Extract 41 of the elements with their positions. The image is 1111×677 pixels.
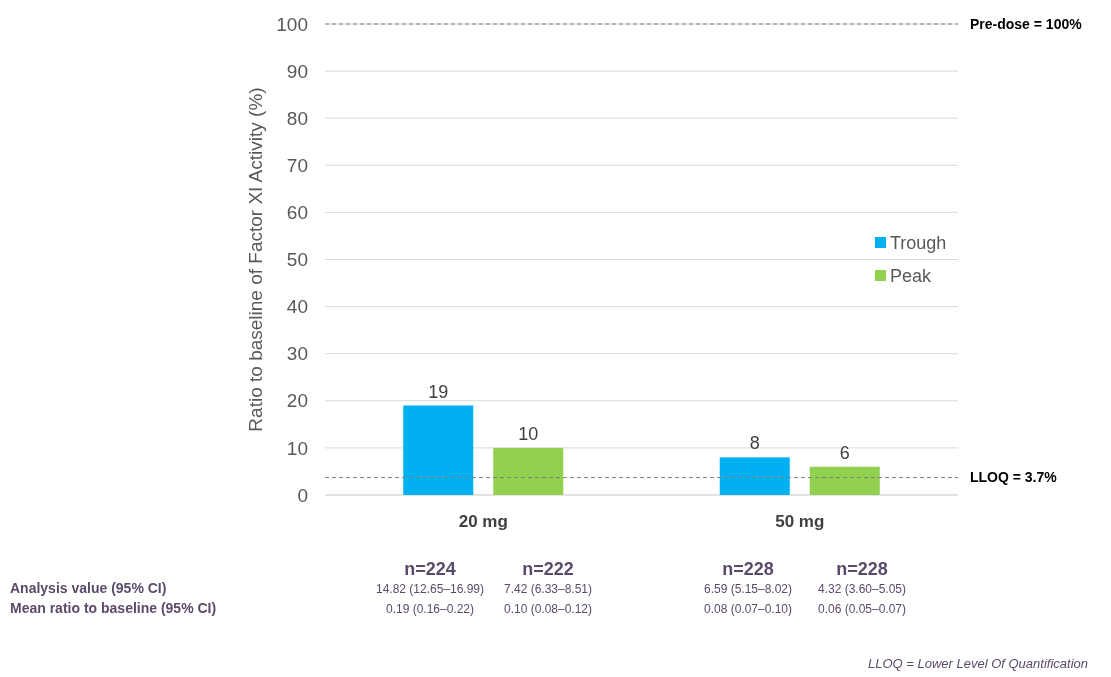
y-tick-label: 80 [286, 107, 308, 129]
data-label: 10 [518, 423, 539, 444]
text: 4.32 (3.60–5.05) [817, 582, 907, 596]
bar [809, 466, 880, 495]
text: n=222 [522, 559, 574, 579]
y-tick-label: 30 [286, 343, 308, 365]
text: LLOQ = Lower Level Of Quantification [867, 656, 1088, 671]
text: Analysis value (95% CI) [10, 580, 167, 596]
legend-label: Trough [890, 233, 947, 254]
ref-line-label: LLOQ = 3.7% [970, 469, 1058, 486]
y-axis-title: Ratio to baseline of Factor XI Activity (%) [245, 87, 266, 432]
text: Mean ratio to baseline (95% CI) [10, 600, 217, 616]
ref-line-label: Pre-dose = 100% [970, 15, 1083, 32]
bar [719, 457, 790, 495]
text: 14.82 (12.65–16.99) [375, 582, 485, 596]
y-tick-label: 100 [276, 13, 308, 35]
y-tick-label: 40 [286, 296, 308, 318]
data-label: 6 [839, 442, 850, 463]
data-label: 19 [428, 381, 449, 402]
legend-label: Peak [890, 266, 933, 287]
y-tick-label: 90 [286, 60, 308, 82]
text: 7.42 (6.33–8.51) [503, 582, 593, 596]
text: 0.10 (0.08–0.12) [503, 602, 593, 616]
data-label: 8 [749, 433, 760, 454]
x-tick-label: 50 mg [775, 512, 825, 531]
y-tick-label: 0 [297, 484, 308, 506]
text: n=228 [836, 559, 888, 579]
y-tick-label: 20 [286, 390, 308, 412]
text: n=224 [404, 559, 456, 579]
text: 0.06 (0.05–0.07) [817, 602, 907, 616]
y-tick-label: 60 [286, 202, 308, 224]
y-tick-label: 50 [286, 249, 308, 271]
x-tick-label: 20 mg [458, 512, 508, 531]
bar [493, 447, 564, 495]
bar [403, 405, 474, 495]
y-tick-label: 70 [286, 154, 308, 176]
text: 6.59 (5.15–8.02) [703, 582, 793, 596]
text: n=228 [722, 559, 774, 579]
text: 0.08 (0.07–0.10) [703, 602, 793, 616]
y-tick-label: 10 [286, 437, 308, 459]
text: 0.19 (0.16–0.22) [385, 602, 475, 616]
